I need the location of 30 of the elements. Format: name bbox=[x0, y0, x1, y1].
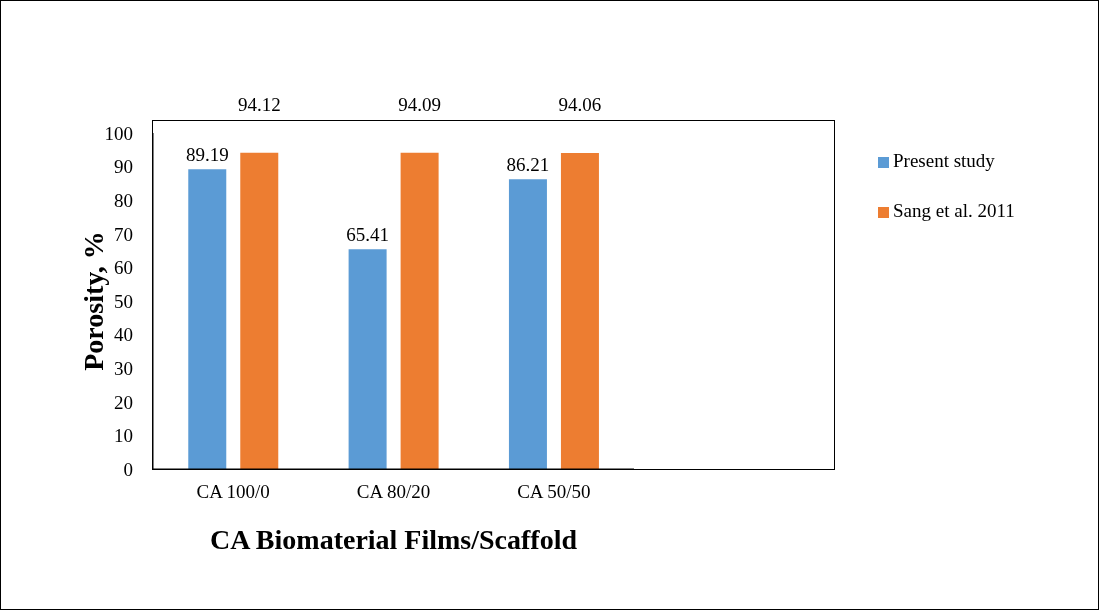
y-tick-label: 10 bbox=[114, 425, 133, 447]
bar bbox=[240, 152, 279, 469]
bar bbox=[188, 169, 227, 469]
bar bbox=[560, 152, 599, 469]
y-tick-label: 90 bbox=[114, 156, 133, 178]
legend-label: Sang et al. 2011 bbox=[893, 200, 1015, 221]
bar bbox=[508, 179, 547, 469]
y-tick-label: 20 bbox=[114, 391, 133, 413]
y-tick-label: 100 bbox=[104, 122, 133, 144]
data-label: 94.06 bbox=[558, 94, 602, 115]
x-tick-label: CA 80/20 bbox=[356, 481, 431, 503]
legend-label: Present study bbox=[893, 150, 995, 171]
data-label: 65.41 bbox=[346, 224, 389, 246]
y-tick-label: 60 bbox=[114, 257, 133, 279]
y-tick-label: 70 bbox=[114, 223, 133, 245]
data-label: 94.09 bbox=[398, 94, 441, 115]
data-label: 86.21 bbox=[506, 154, 550, 176]
data-label: 89.19 bbox=[185, 144, 229, 166]
y-tick-label: 30 bbox=[114, 357, 133, 379]
y-axis-title: Porosity, % bbox=[77, 231, 109, 371]
y-tick-label: 50 bbox=[114, 290, 133, 312]
bar bbox=[400, 152, 439, 469]
x-axis-title: CA Biomaterial Films/Scaffold bbox=[209, 524, 578, 555]
x-tick-label: CA 100/0 bbox=[196, 481, 270, 503]
y-tick-label: 80 bbox=[114, 189, 133, 211]
y-tick-label: 0 bbox=[123, 458, 133, 480]
data-label: 94.12 bbox=[237, 94, 281, 115]
bar bbox=[348, 249, 387, 469]
x-tick-label: CA 50/50 bbox=[517, 481, 591, 503]
y-tick-label: 40 bbox=[114, 324, 133, 346]
